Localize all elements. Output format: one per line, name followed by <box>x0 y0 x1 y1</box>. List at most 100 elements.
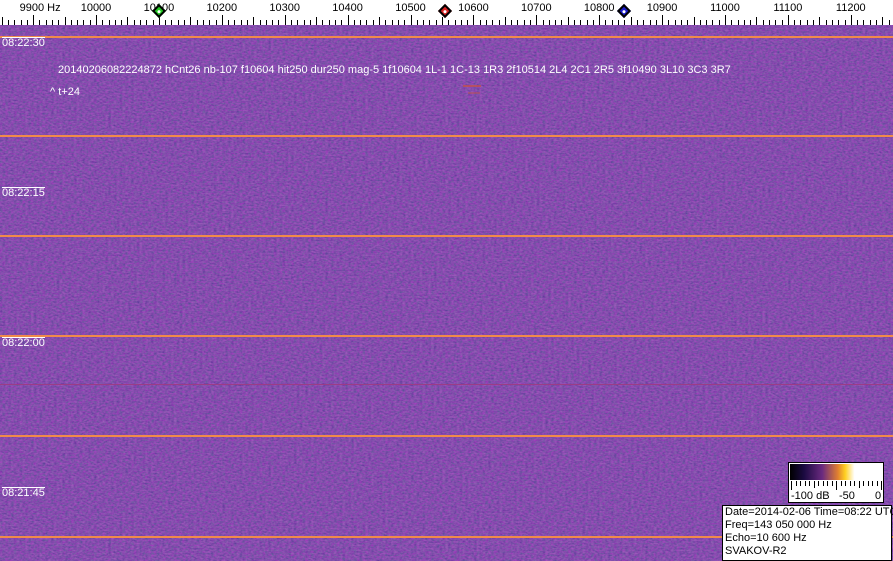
axis-tick <box>750 20 752 25</box>
axis-tick <box>504 17 506 25</box>
axis-tick <box>813 20 815 25</box>
axis-tick <box>1 17 3 25</box>
axis-tick <box>831 20 833 25</box>
axis-tick <box>888 20 890 25</box>
colorbar-label: 0 <box>875 490 882 502</box>
axis-tick <box>360 20 362 25</box>
axis-tick-label: 11200 <box>835 2 866 14</box>
axis-tick <box>485 20 487 25</box>
axis-tick <box>555 20 557 25</box>
axis-tick <box>473 15 475 25</box>
axis-tick <box>624 20 626 25</box>
colorbar-tick <box>813 481 815 488</box>
axis-tick <box>731 20 733 25</box>
axis-tick <box>618 20 620 25</box>
axis-tick-label: 10800 <box>583 2 615 14</box>
axis-tick <box>328 20 330 25</box>
axis-tick <box>64 17 66 25</box>
axis-tick <box>127 17 129 25</box>
faint-line <box>0 384 893 385</box>
axis-tick-label: 11000 <box>710 2 740 14</box>
axis-tick <box>353 20 355 25</box>
axis-tick <box>58 20 60 25</box>
axis-tick <box>580 20 582 25</box>
axis-tick <box>769 20 771 25</box>
axis-tick <box>379 17 381 25</box>
axis-tick <box>794 20 796 25</box>
colorbar-tick <box>795 481 797 486</box>
colorbar-tick <box>809 481 810 486</box>
colorbar-tick <box>791 481 792 490</box>
info-box: Date=2014-02-06 Time=08:22 UTC Freq=143 … <box>722 505 893 561</box>
axis-tick <box>140 20 142 25</box>
colorbar-gradient <box>790 464 882 480</box>
axis-tick <box>7 20 9 25</box>
axis-tick <box>523 20 525 25</box>
colorbar-tick <box>858 481 860 488</box>
time-label: 08:22:30 <box>2 37 45 49</box>
axis-tick <box>83 20 85 25</box>
axis-tick <box>209 20 211 25</box>
time-grid-line <box>0 536 893 538</box>
axis-tick <box>215 20 217 25</box>
axis-tick <box>687 20 689 25</box>
axis-tick <box>460 20 462 25</box>
axis-tick <box>429 20 431 25</box>
axis-tick <box>265 20 267 25</box>
axis-tick <box>272 20 274 25</box>
axis-tick <box>341 20 343 25</box>
axis-tick <box>680 20 682 25</box>
frequency-axis: 9900 Hz100001010010200103001040010500106… <box>0 0 893 25</box>
axis-tick <box>441 17 443 25</box>
axis-tick <box>819 17 821 25</box>
axis-tick <box>662 15 664 25</box>
axis-tick <box>605 20 607 25</box>
axis-tick <box>202 20 204 25</box>
time-grid-line <box>0 335 893 337</box>
axis-tick <box>190 17 192 25</box>
axis-tick <box>775 20 777 25</box>
axis-tick <box>423 20 425 25</box>
axis-tick <box>693 17 695 25</box>
frequency-marker-blue[interactable] <box>617 3 632 19</box>
axis-tick <box>636 20 638 25</box>
axis-tick <box>561 20 563 25</box>
detection-annotation: 20140206082224872 hCnt26 nb-107 f10604 h… <box>58 64 731 76</box>
station-name: SVAKOV-R2 <box>725 545 787 557</box>
axis-tick <box>548 20 550 25</box>
axis-tick-label: 10700 <box>521 2 552 14</box>
axis-tick <box>177 20 179 25</box>
axis-tick-label: 11100 <box>773 2 803 14</box>
frequency-marker-red[interactable] <box>438 3 453 19</box>
axis-tick <box>51 20 53 25</box>
axis-tick <box>253 17 255 25</box>
axis-tick <box>567 17 569 25</box>
colorbar-tick <box>800 481 801 486</box>
axis-tick <box>108 20 110 25</box>
axis-tick <box>857 20 859 25</box>
colorbar-tick <box>849 481 851 486</box>
axis-tick <box>756 17 758 25</box>
axis-tick <box>221 15 223 25</box>
axis-tick <box>77 20 79 25</box>
axis-tick <box>240 20 242 25</box>
axis-tick <box>649 20 651 25</box>
axis-tick <box>397 20 399 25</box>
axis-tick <box>743 20 745 25</box>
colorbar-tick <box>845 481 846 486</box>
axis-tick <box>259 20 261 25</box>
time-grid-line <box>0 435 893 437</box>
colorbar-label: -100 dB <box>791 490 830 502</box>
axis-tick <box>228 20 230 25</box>
axis-tick <box>725 15 726 25</box>
axis-tick-label: 10400 <box>332 2 363 14</box>
colorbar-tick <box>854 481 855 486</box>
axis-tick <box>39 20 41 25</box>
axis-tick <box>309 20 311 25</box>
time-grid-line <box>0 36 893 38</box>
colorbar-label: -50 <box>839 490 855 502</box>
axis-tick <box>611 20 613 25</box>
axis-tick <box>592 20 594 25</box>
colorbar-tick <box>804 481 806 486</box>
